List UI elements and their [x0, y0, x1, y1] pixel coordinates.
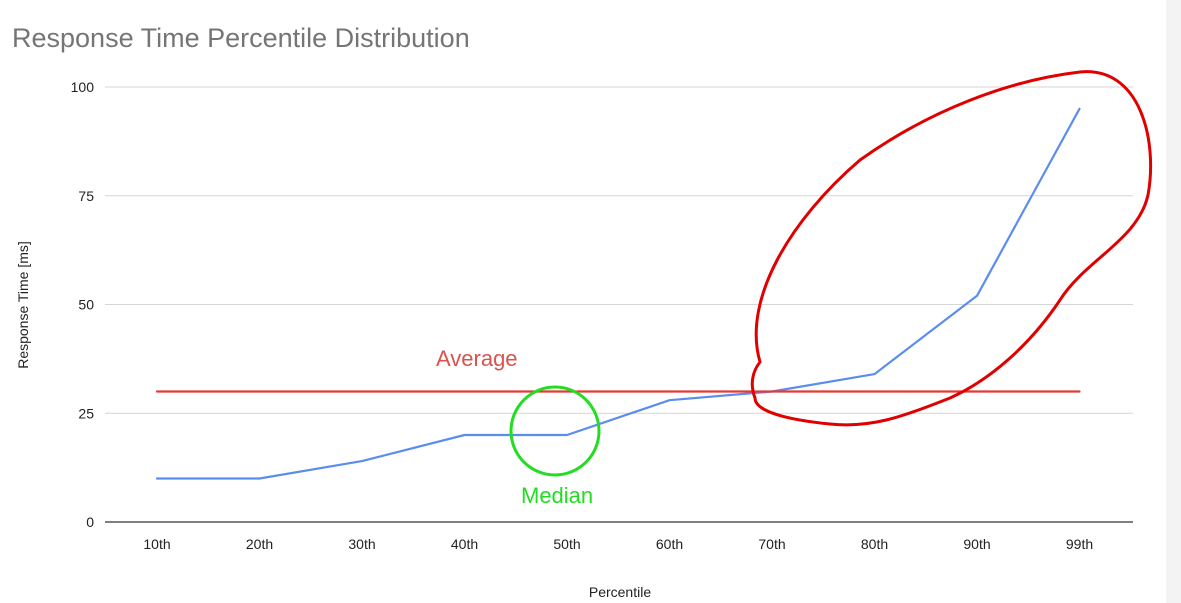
- median-label: Median: [521, 483, 593, 508]
- x-tick-label: 20th: [246, 536, 273, 552]
- tail-highlight-loop: [750, 70, 1153, 427]
- x-tick-label: 10th: [143, 536, 170, 552]
- y-axis-ticks: 0 25 50 75 100: [71, 79, 95, 530]
- y-tick-label: 75: [78, 188, 94, 204]
- x-axis-title: Percentile: [589, 584, 651, 600]
- y-axis-title: Response Time [ms]: [15, 241, 31, 369]
- right-panel-edge: [1166, 0, 1181, 603]
- chart-title: Response Time Percentile Distribution: [12, 23, 470, 53]
- x-tick-label: 99th: [1066, 536, 1093, 552]
- x-axis-ticks: 10th 20th 30th 40th 50th 60th 70th 80th 90th 99th: [143, 536, 1093, 552]
- average-label: Average: [436, 346, 518, 371]
- gridlines: [105, 86, 1133, 523]
- y-tick-label: 50: [78, 297, 94, 313]
- x-tick-label: 90th: [963, 536, 990, 552]
- median-circle: [509, 385, 601, 477]
- response-time-line: [155, 107, 1081, 480]
- x-tick-label: 30th: [348, 536, 375, 552]
- y-tick-label: 100: [71, 79, 95, 95]
- series-lines: [155, 107, 1081, 480]
- x-tick-label: 80th: [861, 536, 888, 552]
- x-tick-label: 50th: [553, 536, 580, 552]
- annotations: Average Median: [436, 70, 1153, 508]
- y-tick-label: 25: [78, 405, 94, 421]
- x-tick-label: 60th: [656, 536, 683, 552]
- x-tick-label: 40th: [451, 536, 478, 552]
- y-tick-label: 0: [86, 514, 94, 530]
- x-tick-label: 70th: [758, 536, 785, 552]
